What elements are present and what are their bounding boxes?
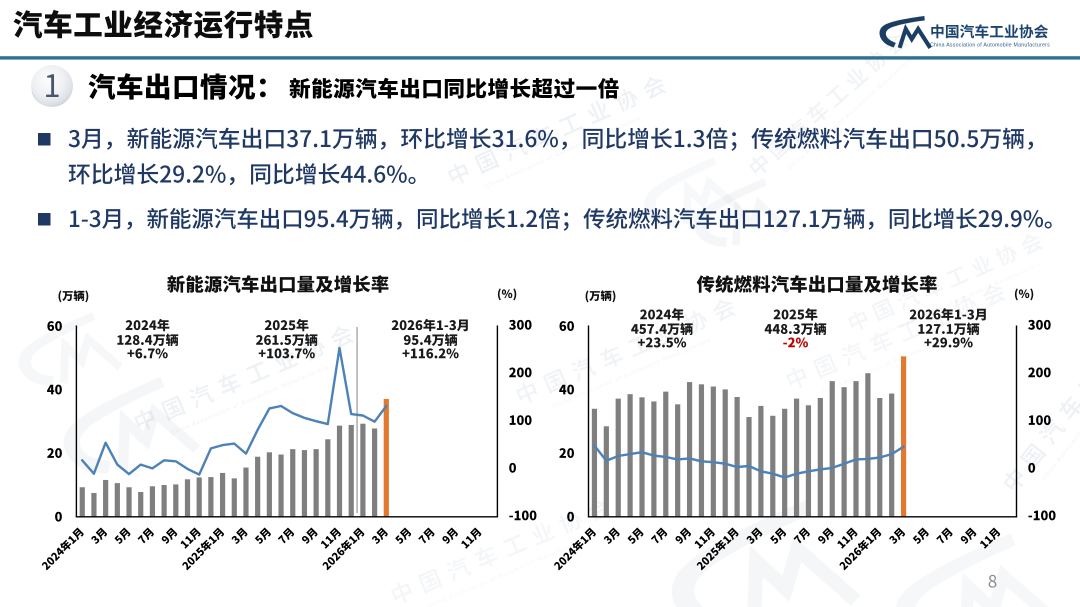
svg-text:China Association of Automobil: China Association of Automobile Manufact… — [930, 43, 1050, 49]
